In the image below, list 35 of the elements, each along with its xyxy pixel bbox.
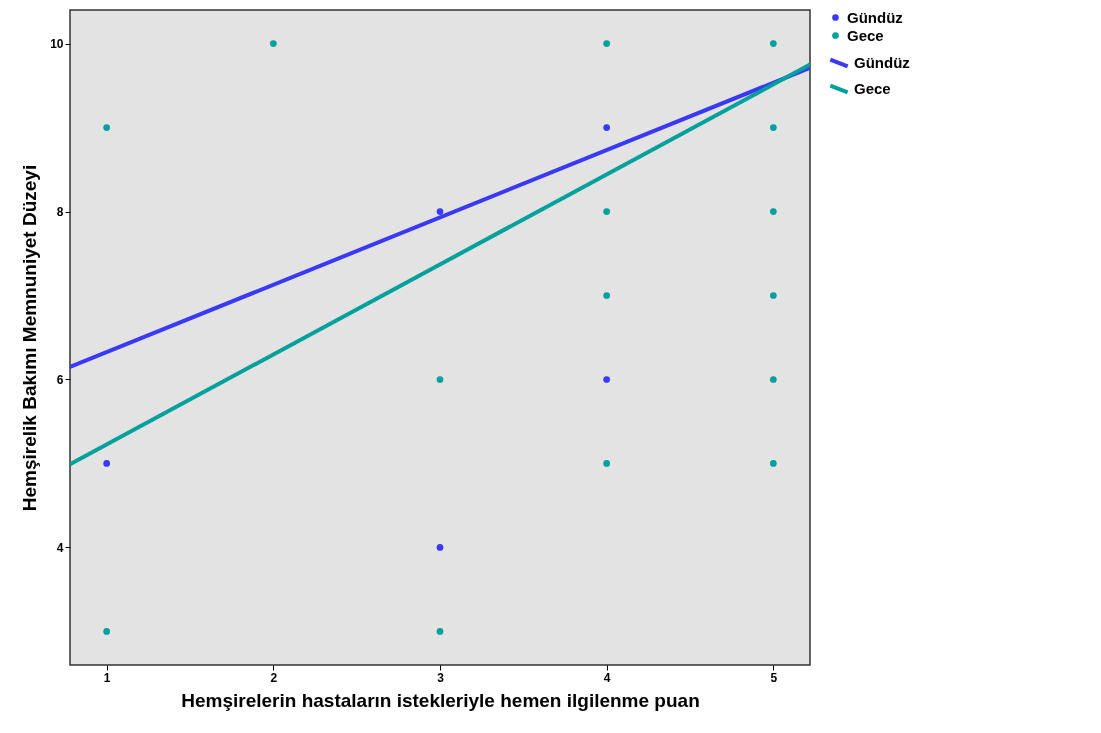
point xyxy=(603,124,611,131)
point xyxy=(603,208,611,215)
point xyxy=(769,40,777,47)
point xyxy=(436,376,444,383)
point xyxy=(769,376,777,383)
point xyxy=(103,628,111,635)
y-tick-label: 4 xyxy=(56,540,64,555)
legend-label: Gece xyxy=(854,80,891,97)
legend-label: Gece xyxy=(847,26,884,44)
x-tick-label: 4 xyxy=(603,670,611,685)
y-axis-title: Hemşirelik Bakımı Memnuniyet Düzeyi xyxy=(19,164,41,512)
y-tick-label: 6 xyxy=(56,372,64,387)
point xyxy=(603,40,611,47)
legend-label: Gündüz xyxy=(854,54,910,71)
point xyxy=(769,124,777,131)
point xyxy=(603,292,611,299)
point xyxy=(769,460,777,467)
point xyxy=(603,460,611,467)
x-tick-label: 5 xyxy=(770,670,778,685)
x-axis-title: Hemşirelerin hastaların istekleriyle hemen ilgilenme puan xyxy=(181,689,700,711)
point xyxy=(436,208,444,215)
point xyxy=(769,292,777,299)
point xyxy=(603,376,611,383)
point xyxy=(103,124,111,131)
y-tick-label: 10 xyxy=(50,37,64,52)
x-tick-label: 1 xyxy=(103,670,111,685)
x-tick-label: 3 xyxy=(437,670,445,685)
point xyxy=(436,628,444,635)
x-tick-label: 2 xyxy=(270,670,278,685)
legend-label: Gündüz xyxy=(847,8,903,26)
point xyxy=(436,544,444,551)
point xyxy=(769,208,777,215)
point xyxy=(269,40,277,47)
point xyxy=(103,460,111,467)
y-tick-label: 8 xyxy=(56,205,64,220)
